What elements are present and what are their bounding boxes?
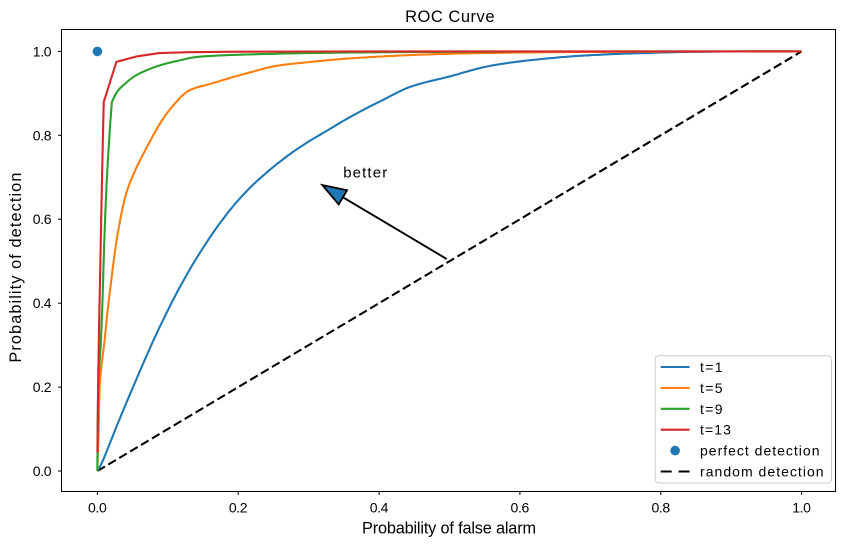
svg-text:ROC Curve: ROC Curve <box>405 8 494 26</box>
svg-text:t=5: t=5 <box>700 380 723 396</box>
svg-text:better: better <box>343 164 387 181</box>
svg-text:0.0: 0.0 <box>88 500 107 516</box>
svg-text:perfect detection: perfect detection <box>700 443 820 459</box>
svg-text:0.8: 0.8 <box>33 127 52 143</box>
svg-text:0.2: 0.2 <box>33 379 52 395</box>
svg-text:0.8: 0.8 <box>651 500 670 516</box>
svg-text:0.0: 0.0 <box>33 463 52 479</box>
svg-text:t=13: t=13 <box>700 422 731 438</box>
svg-text:t=9: t=9 <box>700 401 723 417</box>
svg-text:Probability of false alarm: Probability of false alarm <box>362 520 536 538</box>
svg-text:Probability of detection: Probability of detection <box>7 173 25 363</box>
svg-text:1.0: 1.0 <box>792 500 811 516</box>
svg-text:t=1: t=1 <box>700 359 723 375</box>
svg-text:0.4: 0.4 <box>33 295 52 311</box>
svg-text:0.6: 0.6 <box>33 211 52 227</box>
svg-text:1.0: 1.0 <box>33 43 52 59</box>
svg-text:random detection: random detection <box>700 464 824 480</box>
svg-text:0.4: 0.4 <box>370 500 389 516</box>
svg-text:0.6: 0.6 <box>511 500 530 516</box>
svg-text:0.2: 0.2 <box>229 500 248 516</box>
